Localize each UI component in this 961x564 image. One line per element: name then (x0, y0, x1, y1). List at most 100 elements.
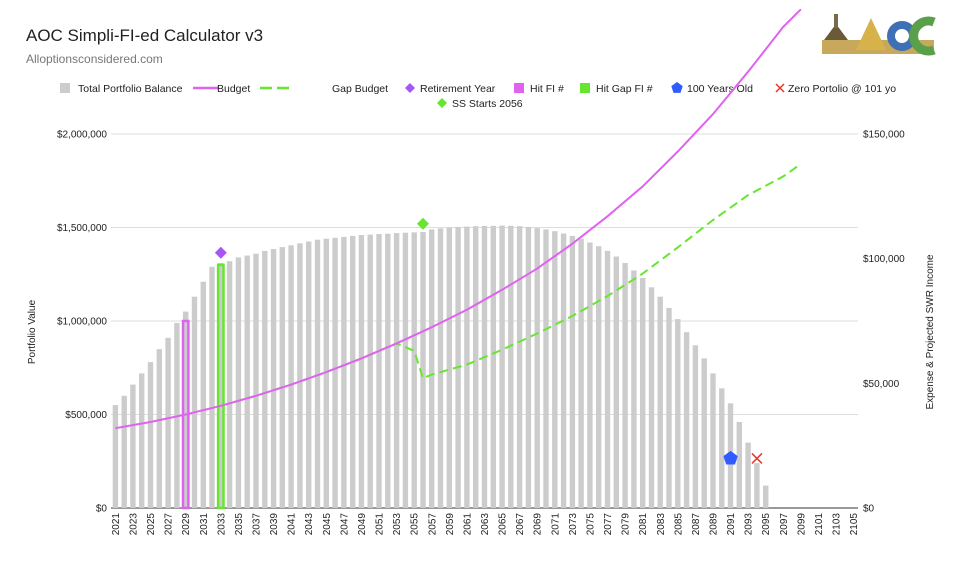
hit-gap-fi-marker (216, 263, 225, 510)
portfolio-bar (648, 287, 655, 508)
portfolio-bar (736, 422, 742, 508)
portfolio-bar (402, 232, 409, 508)
legend-swatch-ss_starts (437, 98, 447, 108)
portfolio-bar (253, 253, 259, 508)
portfolio-bar (701, 358, 707, 508)
portfolio-bar (543, 229, 549, 508)
x-tick: 2087 (691, 513, 702, 536)
x-tick: 2089 (709, 513, 720, 536)
portfolio-bar (587, 242, 593, 508)
portfolio-bar (596, 246, 602, 508)
x-tick: 2041 (287, 513, 298, 536)
x-tick: 2099 (796, 513, 807, 536)
x-tick: 2083 (656, 513, 667, 536)
x-tick: 2043 (304, 513, 315, 536)
legend-swatch-balance (60, 83, 70, 93)
hundred-years-marker (723, 450, 738, 465)
y-axis-left-title: Portfolio Value (27, 299, 38, 364)
aoc-logo (822, 14, 936, 56)
axes: $0 $500,000 $1,000,000 $1,500,000 $2,000,000… (57, 130, 905, 536)
x-tick: 2031 (199, 513, 210, 536)
portfolio-bar (719, 388, 725, 508)
x-tick: 2073 (568, 513, 579, 536)
x-tick: 2105 (849, 513, 860, 536)
x-tick: 2097 (779, 513, 790, 536)
point-markers (214, 217, 763, 465)
x-tick: 2069 (533, 513, 544, 536)
portfolio-bar (499, 225, 505, 508)
chart-title: AOC Simpli-FI-ed Calculator v3 (26, 26, 264, 45)
portfolio-bar (270, 249, 277, 508)
x-tick: 2029 (181, 513, 192, 536)
portfolio-bar (226, 261, 233, 508)
logo-letter-o-hole (895, 29, 909, 43)
x-tick: 2079 (621, 513, 632, 536)
y-axis-right-title: Expense & Projected SWR Income (925, 254, 936, 410)
portfolio-bar (147, 362, 154, 508)
portfolio-bar (297, 243, 303, 508)
legend-swatch-hundred_years (671, 82, 683, 93)
portfolio-bar (367, 234, 373, 508)
portfolio-bar (385, 233, 391, 508)
x-tick: 2063 (480, 513, 491, 536)
x-tick: 2037 (252, 513, 263, 536)
portfolio-bar (218, 263, 224, 508)
portfolio-bar (710, 373, 716, 508)
portfolio-bar (613, 256, 619, 508)
portfolio-bar (121, 395, 127, 508)
portfolio-bar (631, 270, 637, 508)
x-tick: 2055 (410, 513, 421, 536)
portfolio-bar (525, 226, 532, 508)
portfolio-bar (420, 232, 426, 508)
legend: Total Portfolio Balance Budget Gap Budget R… (60, 82, 896, 110)
x-tick: 2093 (744, 513, 755, 536)
portfolio-bar (350, 235, 356, 508)
legend-label-gap_budget: Gap Budget (332, 83, 388, 95)
x-tick: 2067 (515, 513, 526, 536)
portfolio-bar (191, 296, 198, 508)
portfolio-bar (323, 238, 329, 508)
y-tick-right: $50,000 (863, 379, 900, 390)
logo-spire-shape (834, 14, 838, 28)
portfolio-bar (306, 241, 312, 508)
legend-label-hit_gap_fi: Hit Gap FI # (596, 83, 653, 95)
x-tick: 2023 (129, 513, 140, 536)
portfolio-bar (569, 235, 576, 508)
x-tick: 2045 (322, 513, 333, 536)
x-tick: 2061 (462, 513, 473, 536)
portfolio-bar (235, 257, 242, 508)
portfolio-bar (376, 234, 382, 508)
portfolio-bar (288, 245, 294, 509)
logo-mountain-shape (824, 24, 848, 40)
portfolio-bar (112, 405, 119, 508)
portfolio-bar (262, 250, 268, 508)
x-tick: 2103 (832, 513, 843, 536)
x-tick: 2051 (375, 513, 386, 536)
portfolio-bar (578, 238, 584, 508)
portfolio-bar (464, 226, 470, 508)
x-tick: 2027 (164, 513, 175, 536)
x-tick: 2095 (761, 513, 772, 536)
y-tick-left: $0 (96, 504, 108, 515)
portfolio-bar (429, 229, 435, 508)
y-tick-right: $150,000 (863, 130, 905, 141)
x-tick: 2085 (673, 513, 684, 536)
portfolio-bar (675, 319, 681, 508)
legend-swatch-hit_gap_fi (580, 83, 590, 93)
x-tick: 2091 (726, 513, 737, 536)
legend-label-retirement_year: Retirement Year (420, 83, 496, 95)
x-tick: 2047 (339, 513, 350, 536)
legend-label-hundred_years: 100 Years Old (687, 83, 753, 95)
x-tick: 2057 (427, 513, 438, 536)
legend-swatch-zero_portfolio-b (775, 83, 785, 93)
portfolio-bar (552, 231, 558, 508)
portfolio-bar (481, 226, 488, 508)
logo-letter-a-shape (856, 18, 886, 50)
portfolio-bar (244, 255, 250, 508)
x-tick: 2053 (392, 513, 403, 536)
portfolio-bar (130, 384, 136, 508)
portfolio-bar (341, 236, 347, 508)
portfolio-bar (534, 228, 540, 508)
x-tick: 2081 (638, 513, 649, 536)
